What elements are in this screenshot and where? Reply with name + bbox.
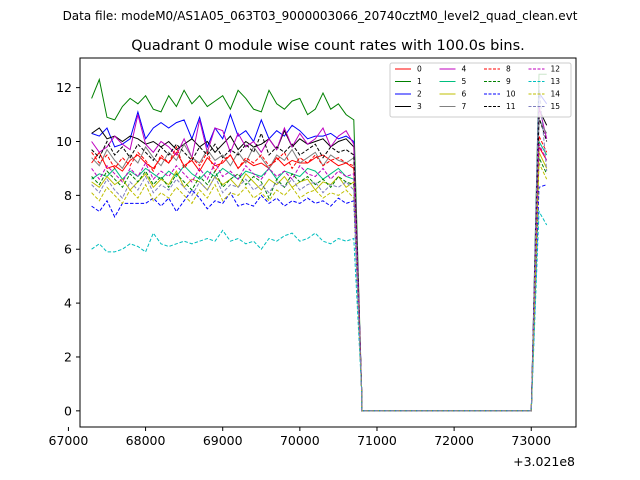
legend-label-8: 8 [506, 65, 511, 74]
x-tick-label: 68000 [126, 433, 166, 448]
y-tick-label: 6 [64, 242, 72, 257]
y-tick-label: 10 [56, 134, 72, 149]
y-tick-label: 2 [64, 349, 72, 364]
legend-label-9: 9 [506, 77, 511, 86]
legend-label-10: 10 [506, 90, 516, 99]
x-axis: 67000 68000 69000 70000 71000 72000 73000 [49, 427, 551, 448]
y-tick-label: 12 [56, 80, 72, 95]
plot-frame [79, 57, 577, 428]
legend-label-6: 6 [462, 90, 467, 99]
x-tick-label: 72000 [434, 433, 474, 448]
y-tick-label: 8 [64, 188, 72, 203]
x-offset-label: +3.021e8 [513, 454, 575, 469]
y-tick-label: 4 [64, 296, 72, 311]
x-tick-label: 71000 [357, 433, 397, 448]
series-line-14 [91, 162, 548, 412]
legend-label-3: 3 [417, 102, 422, 111]
chart-title: Quadrant 0 module wise count rates with … [131, 38, 525, 54]
legend-label-0: 0 [417, 65, 422, 74]
series-line-15 [91, 84, 548, 412]
legend-label-1: 1 [417, 77, 422, 86]
series-line-13 [91, 209, 548, 412]
legend-label-15: 15 [551, 102, 561, 111]
legend-label-5: 5 [462, 77, 467, 86]
y-axis: 0 2 4 6 8 10 12 [56, 80, 80, 418]
figure-suptitle: Data file: modeM0/AS1A05_063T03_90000030… [63, 9, 578, 23]
x-tick-label: 69000 [203, 433, 243, 448]
x-tick-label: 67000 [49, 433, 89, 448]
x-tick-label: 73000 [511, 433, 551, 448]
legend-label-12: 12 [551, 65, 561, 74]
legend-label-13: 13 [551, 77, 561, 86]
legend-label-14: 14 [551, 90, 561, 99]
y-tick-label: 0 [64, 403, 72, 418]
legend-label-2: 2 [417, 90, 422, 99]
legend-label-11: 11 [506, 102, 516, 111]
x-tick-label: 70000 [280, 433, 320, 448]
legend-box [389, 62, 572, 118]
legend-label-7: 7 [462, 102, 467, 111]
legend-label-4: 4 [462, 65, 467, 74]
plot-lines [91, 73, 548, 412]
